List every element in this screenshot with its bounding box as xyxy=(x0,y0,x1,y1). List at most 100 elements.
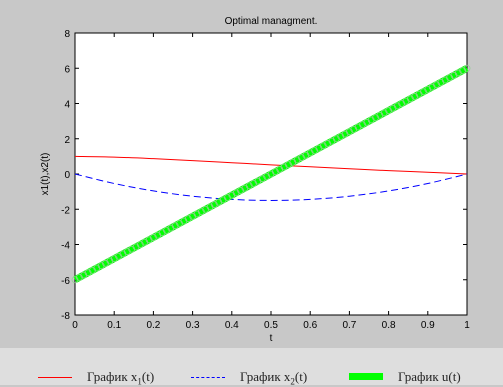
series-u-marker xyxy=(428,83,436,91)
legend-swatch xyxy=(191,377,225,378)
x-tick-label: 0.1 xyxy=(107,320,121,331)
series-lines xyxy=(71,64,471,284)
series-u-marker xyxy=(441,76,449,84)
series-u-marker xyxy=(433,81,440,89)
y-tick-label: 2 xyxy=(64,135,70,146)
legend-item: График u(t) xyxy=(0,348,503,385)
series-u-marker xyxy=(89,266,96,274)
legend-swatch xyxy=(38,377,72,378)
y-tick-label: 4 xyxy=(64,100,70,111)
series-u-marker xyxy=(402,97,410,105)
x-tick-label: 0.4 xyxy=(225,320,239,331)
series-u-marker xyxy=(454,69,462,77)
series-line-1 xyxy=(74,155,468,175)
series-u-marker xyxy=(389,104,397,112)
series-u-marker xyxy=(411,93,419,100)
legend-label-prefix: График x xyxy=(87,369,138,384)
series-u-marker xyxy=(345,128,353,136)
series-u-marker xyxy=(385,107,393,114)
series-u-marker xyxy=(224,194,231,201)
series-u-marker xyxy=(276,165,284,173)
x-tick-label: 0.7 xyxy=(342,320,356,331)
series-u-marker xyxy=(250,179,257,187)
series-u-marker xyxy=(119,250,127,258)
series-u-marker xyxy=(154,231,162,239)
y-axis-label: x1(t),x2(t) xyxy=(40,153,51,196)
series-u-marker xyxy=(437,78,445,86)
x-tick-label: 0.2 xyxy=(146,320,160,331)
series-u-marker xyxy=(84,269,92,277)
series-u-marker xyxy=(184,215,192,223)
series-u-marker xyxy=(193,210,201,218)
series-u-marker xyxy=(241,184,249,192)
series-u-marker xyxy=(328,137,336,145)
series-u-marker xyxy=(71,276,79,284)
series-u-marker xyxy=(263,172,271,180)
series-u-marker xyxy=(215,198,223,206)
x-tick-label: 0.8 xyxy=(382,320,396,331)
series-u-marker xyxy=(232,189,240,197)
series-u-marker xyxy=(202,205,210,213)
series-u-marker xyxy=(167,224,175,232)
plot-canvas: Optimal managment. t x1(t),x2(t) 0 0.1 0.2… xyxy=(40,16,471,344)
y-tick-label: -6 xyxy=(61,276,70,287)
x-tick-label: 0.9 xyxy=(421,320,435,331)
series-u-marker xyxy=(289,158,297,166)
series-u-marker xyxy=(206,203,214,211)
y-tick-label: 6 xyxy=(64,64,70,75)
y-tick-label: -4 xyxy=(61,241,70,252)
legend-label: График x2(t) xyxy=(240,369,307,387)
x-axis-label: t xyxy=(270,333,273,344)
legend-label-subscript: 2 xyxy=(290,376,295,387)
y-tick-label: -8 xyxy=(61,311,70,322)
x-tick-label: 0 xyxy=(72,320,78,331)
series-u-marker xyxy=(302,151,310,159)
series-u-marker xyxy=(393,102,401,110)
series-u-marker xyxy=(424,86,432,93)
axis-ticks: 0 0.1 0.2 0.3 0.4 0.5 0.6 0.7 0.8 0.9 1 -8 -6 -4 -2 0 2 4… xyxy=(61,29,470,331)
legend-swatch xyxy=(349,373,383,380)
series-u-marker xyxy=(380,109,388,117)
chart-title: Optimal managment. xyxy=(225,16,318,27)
series-u-marker xyxy=(254,177,262,185)
series-u-marker xyxy=(210,201,218,208)
legend-label-suffix: (t) xyxy=(141,369,155,384)
series-u-marker xyxy=(102,259,109,267)
series-u-marker xyxy=(337,132,345,140)
series-u-marker xyxy=(306,149,314,157)
series-u-marker xyxy=(376,111,384,119)
series-u-marker xyxy=(128,245,136,253)
series-u-marker xyxy=(341,130,349,138)
legend-label-suffix: (t) xyxy=(294,369,308,384)
series-u-marker xyxy=(359,121,366,129)
series-u-marker xyxy=(197,208,205,216)
x-tick-label: 0.5 xyxy=(264,320,278,331)
legend-label: График u(t) xyxy=(398,369,461,385)
legend-item: График x2(t) xyxy=(0,348,503,387)
series-u-marker xyxy=(149,234,157,241)
series-u-marker xyxy=(141,238,149,246)
series-u-marker xyxy=(354,123,362,131)
series-u-marker xyxy=(123,248,131,255)
series-u-marker xyxy=(176,219,183,227)
series-u-marker xyxy=(450,71,458,79)
legend-label-subscript: 1 xyxy=(137,376,142,387)
legend-label-prefix: График u(t) xyxy=(398,369,461,384)
series-u-marker xyxy=(258,175,266,183)
series-u-marker xyxy=(180,217,188,225)
series-u-marker xyxy=(406,95,414,103)
series-u-marker xyxy=(398,100,406,107)
series-u-marker xyxy=(315,144,323,152)
series-line-2 xyxy=(74,173,468,201)
series-u-marker xyxy=(280,163,288,171)
series-u-marker xyxy=(271,168,279,176)
x-tick-label: 0.3 xyxy=(186,320,200,331)
series-u-marker xyxy=(446,74,453,82)
series-u-marker xyxy=(298,154,305,161)
series-u-marker xyxy=(319,142,327,150)
series-u-marker xyxy=(93,264,101,272)
x-tick-label: 0.6 xyxy=(303,320,317,331)
y-tick-label: 0 xyxy=(64,170,70,181)
series-u-marker xyxy=(97,262,105,270)
series-u-marker xyxy=(80,271,88,279)
